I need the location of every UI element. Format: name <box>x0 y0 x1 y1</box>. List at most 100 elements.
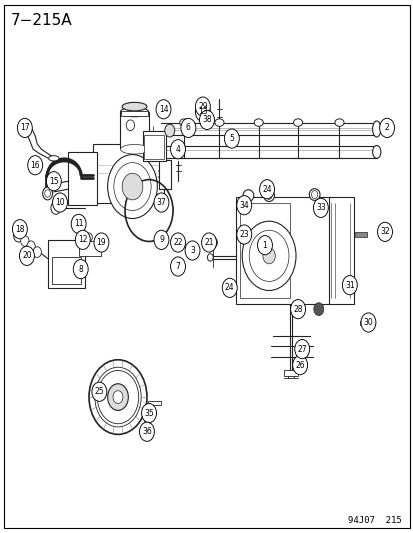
Text: 13: 13 <box>197 108 207 116</box>
Circle shape <box>199 110 214 130</box>
Circle shape <box>33 247 41 257</box>
Bar <box>142 131 165 161</box>
Text: 27: 27 <box>297 345 306 353</box>
Ellipse shape <box>120 144 148 154</box>
Circle shape <box>209 237 217 248</box>
Text: 17: 17 <box>20 124 30 132</box>
Bar <box>148 401 160 405</box>
Text: 5: 5 <box>229 134 234 143</box>
Circle shape <box>242 221 295 290</box>
Circle shape <box>46 172 61 191</box>
Text: 14: 14 <box>158 105 168 114</box>
Ellipse shape <box>311 191 317 199</box>
Text: 28: 28 <box>293 305 302 313</box>
Circle shape <box>154 193 169 212</box>
Circle shape <box>236 196 251 215</box>
Bar <box>328 197 353 304</box>
Text: 24: 24 <box>261 185 271 193</box>
Text: 31: 31 <box>344 281 354 289</box>
Circle shape <box>17 118 32 138</box>
Ellipse shape <box>242 190 253 201</box>
Ellipse shape <box>45 190 50 197</box>
Circle shape <box>195 102 210 122</box>
Circle shape <box>19 246 34 265</box>
Text: 7−215A: 7−215A <box>10 13 72 28</box>
Text: 21: 21 <box>204 238 213 247</box>
Ellipse shape <box>122 102 147 111</box>
Text: 94J07  215: 94J07 215 <box>347 516 401 525</box>
Circle shape <box>114 163 151 211</box>
Circle shape <box>76 216 85 227</box>
Circle shape <box>154 230 169 249</box>
Ellipse shape <box>372 146 380 158</box>
Ellipse shape <box>372 121 380 137</box>
Ellipse shape <box>309 189 319 200</box>
Circle shape <box>75 230 90 249</box>
Circle shape <box>126 120 134 131</box>
Circle shape <box>85 233 92 241</box>
Text: 38: 38 <box>202 116 211 124</box>
Text: 22: 22 <box>173 238 182 247</box>
Circle shape <box>170 140 185 159</box>
Ellipse shape <box>49 156 59 161</box>
Circle shape <box>262 248 275 264</box>
Ellipse shape <box>334 119 343 126</box>
Text: 7: 7 <box>175 262 180 271</box>
Text: 15: 15 <box>49 177 59 185</box>
Circle shape <box>21 236 29 246</box>
Circle shape <box>290 300 305 319</box>
Circle shape <box>29 157 41 172</box>
Text: 25: 25 <box>94 387 104 396</box>
Bar <box>78 241 101 256</box>
Circle shape <box>201 233 216 252</box>
Text: 18: 18 <box>15 225 24 233</box>
Text: 9: 9 <box>159 236 164 244</box>
Text: 32: 32 <box>379 228 389 236</box>
Circle shape <box>89 360 147 434</box>
Ellipse shape <box>266 192 271 199</box>
Text: 33: 33 <box>315 204 325 212</box>
Circle shape <box>28 156 43 175</box>
Text: 19: 19 <box>96 238 106 247</box>
Circle shape <box>14 229 24 242</box>
Circle shape <box>377 222 392 241</box>
Ellipse shape <box>43 187 52 200</box>
Text: 30: 30 <box>363 318 373 327</box>
Bar <box>359 321 374 325</box>
Bar <box>143 135 163 159</box>
Circle shape <box>185 241 199 260</box>
Text: 24: 24 <box>224 284 234 292</box>
Text: 16: 16 <box>30 161 40 169</box>
Circle shape <box>12 220 27 239</box>
Circle shape <box>360 313 375 332</box>
Text: 10: 10 <box>55 198 65 207</box>
Circle shape <box>313 303 323 316</box>
Ellipse shape <box>293 119 302 126</box>
Circle shape <box>342 276 356 295</box>
Text: 34: 34 <box>239 201 249 209</box>
Circle shape <box>222 278 237 297</box>
Text: 3: 3 <box>190 246 195 255</box>
Circle shape <box>292 356 307 375</box>
Text: 29: 29 <box>197 102 207 111</box>
Circle shape <box>122 173 142 200</box>
Circle shape <box>71 214 86 233</box>
Text: 37: 37 <box>156 198 166 207</box>
Text: 12: 12 <box>78 236 87 244</box>
Circle shape <box>141 403 156 423</box>
Circle shape <box>107 384 128 410</box>
Ellipse shape <box>254 119 263 126</box>
Circle shape <box>27 241 35 252</box>
Circle shape <box>224 129 239 148</box>
Circle shape <box>97 370 138 424</box>
Circle shape <box>379 118 394 138</box>
Bar <box>68 152 97 205</box>
Circle shape <box>257 236 272 255</box>
Text: 2: 2 <box>384 124 389 132</box>
Text: 36: 36 <box>142 427 152 436</box>
Text: 35: 35 <box>144 409 154 417</box>
Circle shape <box>51 201 61 214</box>
Circle shape <box>170 233 185 252</box>
Circle shape <box>170 257 185 276</box>
Text: 11: 11 <box>74 220 83 228</box>
